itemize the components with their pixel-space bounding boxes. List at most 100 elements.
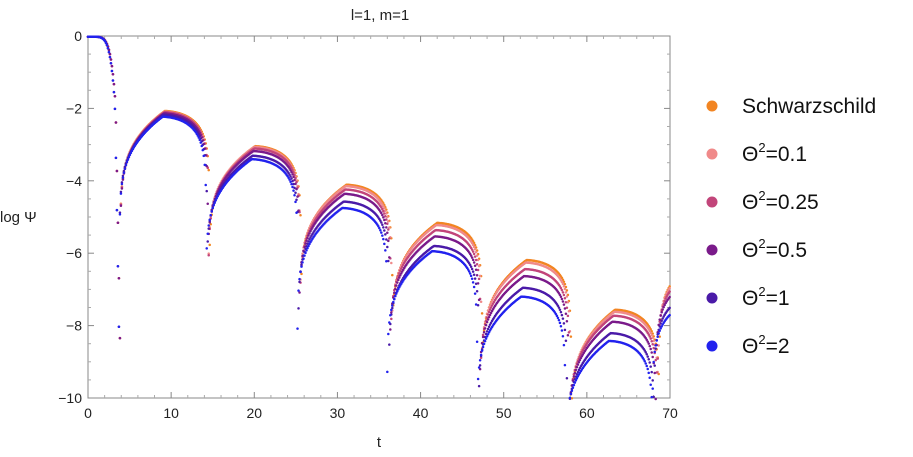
data-point (565, 306, 569, 309)
data-point (383, 218, 386, 222)
data-point (207, 227, 210, 230)
data-point (572, 375, 576, 378)
data-point (486, 327, 490, 331)
legend-item: Θ2=0.1 (706, 140, 807, 166)
x-tick-label: 70 (662, 405, 678, 421)
data-point (561, 291, 565, 294)
data-point (392, 300, 395, 304)
data-point (292, 175, 295, 179)
data-point (560, 313, 564, 317)
data-point (566, 334, 570, 337)
data-point (297, 289, 300, 292)
legend-marker (706, 196, 718, 208)
data-point (468, 272, 472, 275)
data-point (559, 286, 563, 290)
data-point (382, 216, 385, 219)
data-point (650, 370, 653, 374)
data-point (561, 334, 565, 338)
data-point (206, 202, 209, 206)
data-point (558, 293, 562, 297)
y-tick-label: 0 (74, 28, 82, 44)
data-point (199, 141, 202, 144)
data-point (386, 222, 389, 226)
data-point (472, 241, 476, 245)
data-point (399, 274, 402, 277)
data-point (470, 277, 474, 281)
data-point (386, 231, 389, 235)
legend-item: Θ2=0.5 (706, 236, 807, 262)
data-point (119, 192, 123, 195)
legend-item: Θ2=1 (706, 284, 790, 310)
data-point (475, 340, 479, 343)
data-point (118, 211, 122, 214)
data-point (566, 314, 570, 318)
data-point (648, 361, 651, 364)
data-point (381, 213, 384, 217)
data-point (213, 201, 216, 204)
data-point (296, 195, 299, 198)
data-point (578, 355, 582, 358)
data-point (208, 218, 211, 221)
data-point (377, 225, 380, 228)
data-point (578, 366, 582, 370)
data-point (306, 236, 309, 240)
data-point (129, 151, 133, 155)
data-point (577, 368, 581, 372)
data-point (216, 194, 219, 198)
data-point (474, 250, 478, 254)
data-point (474, 258, 478, 262)
data-point (562, 285, 566, 288)
data-point (208, 243, 211, 247)
data-point (307, 244, 310, 248)
data-point (576, 363, 580, 366)
data-point (562, 293, 566, 297)
data-point (304, 251, 307, 255)
data-point (294, 200, 297, 204)
data-point (474, 303, 478, 306)
data-point (386, 370, 389, 374)
data-point (477, 298, 481, 302)
data-point (479, 356, 483, 360)
data-point (476, 377, 480, 381)
data-point (654, 358, 657, 362)
data-point (559, 310, 563, 314)
data-point (483, 339, 487, 343)
data-point (476, 282, 480, 285)
legend-marker (706, 340, 718, 352)
data-point (655, 371, 658, 374)
legend-label: Schwarzschild (742, 95, 876, 118)
axis-ticks: 0 10 20 30 40 50 60 70 0 −2 −4 −6 −8 −10 (58, 28, 678, 421)
x-tick-label: 50 (496, 405, 512, 421)
data-point (646, 340, 649, 343)
data-point (300, 272, 303, 276)
data-point (473, 292, 477, 295)
data-point (389, 328, 392, 331)
data-point (484, 323, 488, 327)
data-point (482, 331, 486, 334)
data-point (302, 257, 305, 261)
legend-marker (706, 244, 718, 256)
data-point (648, 329, 651, 333)
data-point (647, 358, 650, 361)
data-point (385, 218, 388, 221)
data-point (205, 247, 208, 250)
data-point (489, 306, 493, 309)
data-point (127, 155, 131, 159)
data-point (476, 258, 480, 262)
data-point (486, 313, 490, 316)
data-point (489, 301, 493, 305)
data-point (656, 335, 659, 338)
data-point (305, 249, 308, 252)
data-point (657, 344, 660, 347)
data-point (108, 55, 112, 59)
data-point (481, 333, 485, 337)
data-point (564, 301, 568, 304)
data-point (556, 316, 560, 320)
data-point (212, 204, 215, 207)
legend-label: Θ2=0.5 (742, 236, 807, 262)
data-point (123, 167, 127, 170)
data-point (668, 313, 671, 317)
data-point (393, 291, 396, 294)
data-point (106, 46, 110, 50)
